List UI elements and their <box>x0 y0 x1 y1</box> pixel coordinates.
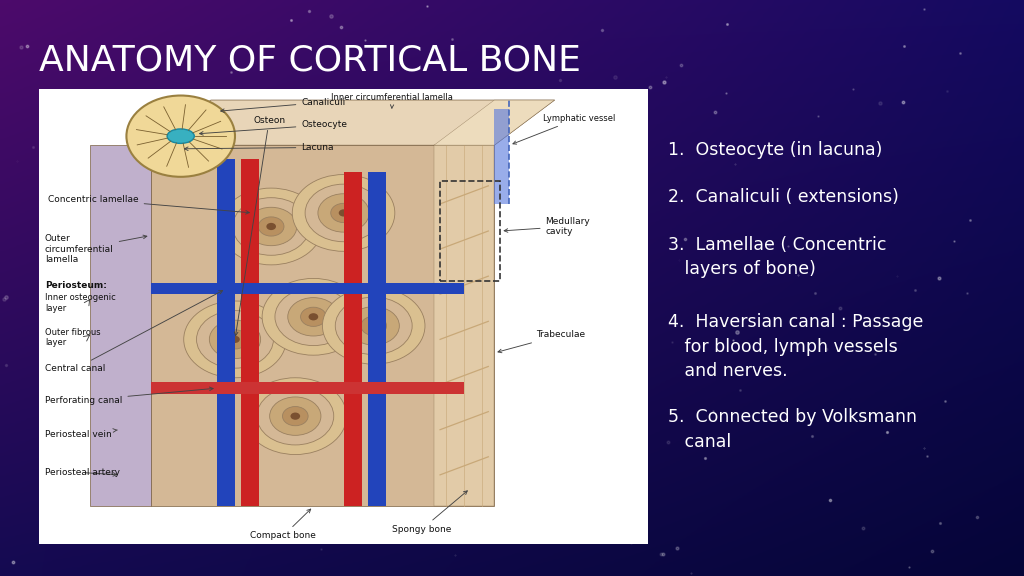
Circle shape <box>197 310 273 368</box>
Text: Concentric lamellae: Concentric lamellae <box>48 195 249 214</box>
Circle shape <box>292 175 395 251</box>
Text: 3.  Lamellae ( Concentric
   layers of bone): 3. Lamellae ( Concentric layers of bone) <box>668 236 886 278</box>
Text: Periosteal artery: Periosteal artery <box>45 468 120 477</box>
Bar <box>440 181 501 281</box>
Polygon shape <box>434 100 555 145</box>
Text: Medullary
cavity: Medullary cavity <box>504 217 591 236</box>
Text: Spongy bone: Spongy bone <box>392 491 467 533</box>
Text: Lymphatic vessel: Lymphatic vessel <box>513 113 615 144</box>
Circle shape <box>230 336 240 343</box>
Polygon shape <box>217 159 234 506</box>
Circle shape <box>323 287 425 364</box>
Polygon shape <box>434 145 495 506</box>
Circle shape <box>246 207 297 246</box>
Polygon shape <box>495 109 509 204</box>
Text: 1.  Osteocyte (in lacuna): 1. Osteocyte (in lacuna) <box>668 141 882 159</box>
Circle shape <box>331 203 356 222</box>
Circle shape <box>232 198 309 255</box>
Text: Canaliculi: Canaliculi <box>220 98 345 112</box>
Text: Perforating canal: Perforating canal <box>45 387 213 405</box>
Text: Outer
circumferential
lamella: Outer circumferential lamella <box>45 234 146 264</box>
Text: Compact bone: Compact bone <box>250 509 316 540</box>
Circle shape <box>317 194 370 232</box>
Circle shape <box>262 278 365 355</box>
Text: Central canal: Central canal <box>45 290 222 373</box>
Bar <box>39 89 648 544</box>
Text: 4.  Haversian canal : Passage
   for blood, lymph vessels
   and nerves.: 4. Haversian canal : Passage for blood, … <box>668 313 923 380</box>
Circle shape <box>275 288 352 346</box>
Circle shape <box>222 330 248 349</box>
Text: ANATOMY OF CORTICAL BONE: ANATOMY OF CORTICAL BONE <box>39 43 581 78</box>
Polygon shape <box>90 145 151 506</box>
Circle shape <box>220 188 323 265</box>
Polygon shape <box>151 100 555 145</box>
Text: Inner osteogenic: Inner osteogenic <box>45 293 116 302</box>
Circle shape <box>283 407 308 426</box>
Circle shape <box>339 209 348 217</box>
Text: Osteon: Osteon <box>234 116 286 336</box>
Text: Outer fibrous: Outer fibrous <box>45 328 100 337</box>
Circle shape <box>291 412 300 420</box>
Circle shape <box>288 298 339 336</box>
Circle shape <box>183 301 287 378</box>
Circle shape <box>360 316 386 335</box>
Text: layer: layer <box>45 339 67 347</box>
Polygon shape <box>151 145 495 506</box>
Polygon shape <box>343 172 361 506</box>
Circle shape <box>269 397 321 435</box>
Circle shape <box>301 307 327 327</box>
Text: Trabeculae: Trabeculae <box>498 331 586 353</box>
Circle shape <box>266 223 276 230</box>
Circle shape <box>348 306 399 345</box>
Circle shape <box>258 217 284 236</box>
Text: Osteocyte: Osteocyte <box>200 120 347 135</box>
Text: Periosteal vein: Periosteal vein <box>45 429 118 439</box>
Circle shape <box>369 322 379 329</box>
Circle shape <box>209 320 261 359</box>
Polygon shape <box>151 382 464 393</box>
Polygon shape <box>368 172 386 506</box>
Polygon shape <box>151 283 464 294</box>
Circle shape <box>257 388 334 445</box>
Text: 2.  Canaliculi ( extensions): 2. Canaliculi ( extensions) <box>668 188 898 206</box>
Text: Inner circumferential lamella: Inner circumferential lamella <box>332 93 454 108</box>
Circle shape <box>305 184 382 242</box>
Text: Lacuna: Lacuna <box>184 143 334 152</box>
Text: Periosteum:: Periosteum: <box>45 281 106 290</box>
Circle shape <box>308 313 318 320</box>
Circle shape <box>244 378 346 454</box>
Circle shape <box>126 96 234 177</box>
Text: layer: layer <box>45 304 67 313</box>
Circle shape <box>335 297 412 355</box>
Text: 5.  Connected by Volksmann
   canal: 5. Connected by Volksmann canal <box>668 408 916 450</box>
Polygon shape <box>241 159 259 506</box>
Ellipse shape <box>167 129 195 143</box>
